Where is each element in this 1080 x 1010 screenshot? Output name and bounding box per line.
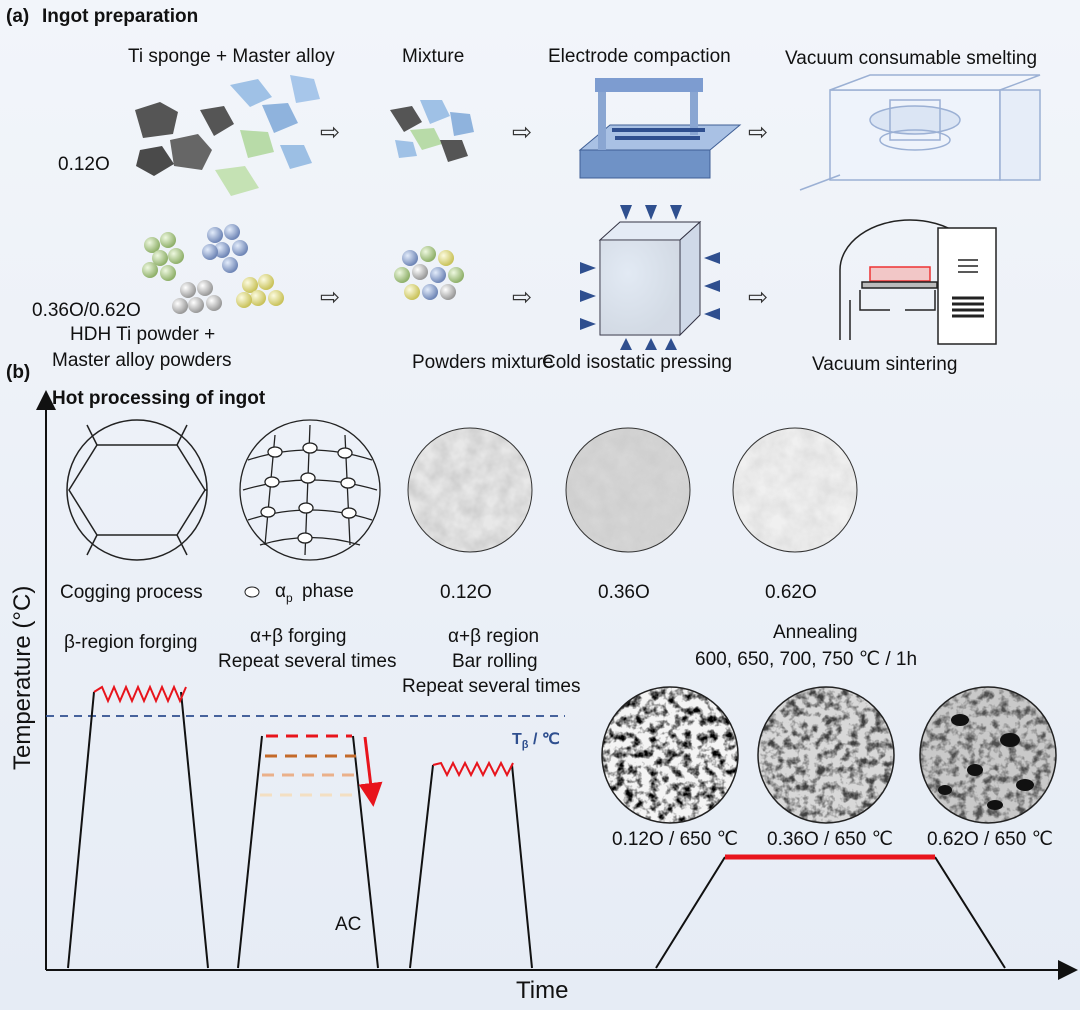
- y-axis-label: Temperature (°C): [9, 586, 36, 770]
- step-cold-isostatic-pressing: Cold isostatic pressing: [542, 352, 732, 373]
- label-annealed-0.36O: 0.36O / 650 ℃: [767, 829, 893, 850]
- label-alpha-phase: phase: [302, 581, 354, 602]
- label-ab-region: α+β region: [448, 626, 539, 647]
- label-annealing: Annealing: [773, 622, 858, 643]
- annealed-micrograph-0.36O: [757, 686, 895, 824]
- micrograph-0.62O: [732, 427, 858, 553]
- label-beta-forging: β-region forging: [64, 632, 197, 653]
- panel-a-title: Ingot preparation: [42, 6, 198, 27]
- panel-a-tag: (a): [6, 6, 29, 27]
- label-bar-rolling: Bar rolling: [452, 651, 538, 672]
- compaction-press-illustration: [578, 78, 742, 179]
- label-ab-forging: α+β forging: [250, 626, 346, 647]
- label-annealed-0.62O: 0.62O / 650 ℃: [927, 829, 1053, 850]
- label-air-cooling: AC: [335, 914, 361, 935]
- vacuum-smelting-furnace-illustration: [799, 74, 1041, 191]
- micrograph-0.36O: [565, 427, 691, 553]
- annealing-curve: [655, 856, 1006, 969]
- label-annealing-conditions: 600, 650, 700, 750 ℃ / 1h: [695, 649, 917, 670]
- annealed-micrograph-0.12O: [601, 686, 739, 824]
- label-0.12O: 0.12O: [440, 582, 492, 603]
- step-vacuum-sintering: Vacuum sintering: [812, 354, 957, 375]
- ab-forging-temperature-steps: [260, 734, 356, 797]
- step-mixture: Mixture: [402, 46, 464, 67]
- step-powders-mixture: Powders mixture: [412, 352, 554, 373]
- arrow-right-icon: ⇨: [748, 119, 768, 146]
- annealed-micrograph-0.62O: [919, 686, 1057, 824]
- rolling-curve: [409, 764, 533, 969]
- rolling-hot-zone: [432, 760, 514, 778]
- beta-forging-curve: [67, 691, 209, 969]
- cogging-schematic: [66, 419, 208, 561]
- arrow-right-icon: ⇨: [748, 284, 768, 311]
- arrow-right-icon: ⇨: [512, 119, 532, 146]
- step-electrode-compaction: Electrode compaction: [548, 46, 731, 67]
- label-cogging-process: Cogging process: [60, 582, 203, 603]
- label-0.62O: 0.62O: [765, 582, 817, 603]
- vacuum-sintering-furnace-illustration: [839, 219, 997, 345]
- raw-powders-label-line1: HDH Ti powder +: [70, 324, 215, 345]
- step-vacuum-smelting: Vacuum consumable smelting: [785, 48, 1037, 69]
- composition-low-oxygen: 0.12O: [58, 154, 110, 175]
- raw-powders-label-line2: Master alloy powders: [52, 350, 232, 371]
- alpha-p-symbol: αp: [275, 581, 293, 605]
- beta-forging-hot-zone: [93, 684, 187, 704]
- panel-b-tag: (b): [6, 362, 30, 383]
- micrograph-0.12O: [407, 427, 533, 553]
- label-ab-forging-repeat: Repeat several times: [218, 651, 396, 672]
- powder-spheres-illustration: [142, 224, 284, 314]
- alpha-particle-icon: [244, 586, 260, 598]
- arrow-right-icon: ⇨: [320, 284, 340, 311]
- ab-forging-curve: [237, 735, 379, 969]
- label-rolling-repeat: Repeat several times: [402, 676, 580, 697]
- label-0.36O: 0.36O: [598, 582, 650, 603]
- cooling-arrow: [358, 736, 383, 807]
- t-beta-label: Tβ / ℃: [512, 731, 560, 751]
- mixture-illustration: [390, 100, 474, 162]
- arrow-right-icon: ⇨: [512, 284, 532, 311]
- ti-sponge-illustration: [135, 75, 320, 196]
- cold-isostatic-pressing-illustration: [580, 205, 720, 350]
- arrow-right-icon: ⇨: [320, 119, 340, 146]
- step-raw-materials: Ti sponge + Master alloy: [128, 46, 335, 67]
- panel-b-title: Hot processing of ingot: [52, 388, 266, 409]
- alpha-phase-schematic: [239, 419, 381, 561]
- powder-mixture-illustration: [394, 246, 464, 300]
- x-axis-label: Time: [516, 977, 568, 1004]
- label-annealed-0.12O: 0.12O / 650 ℃: [612, 829, 738, 850]
- composition-high-oxygen: 0.36O/0.62O: [32, 300, 141, 321]
